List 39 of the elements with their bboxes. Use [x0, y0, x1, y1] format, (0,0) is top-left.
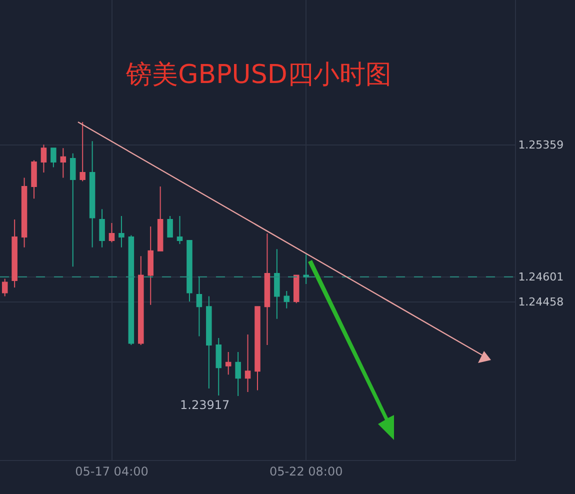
candlestick: [196, 276, 202, 337]
candlestick: [80, 121, 86, 182]
candlestick: [12, 219, 18, 288]
candlestick: [303, 254, 309, 285]
candlestick: [284, 290, 290, 309]
candlestick: [157, 186, 164, 252]
x-tick-label: 05-17 04:00: [75, 464, 148, 478]
text: 镑美GBPUSD四小时图: [125, 60, 392, 90]
candlestick: [216, 338, 222, 396]
candlestick: [40, 144, 47, 173]
candlestick: [70, 152, 76, 268]
candlestick: [206, 296, 212, 390]
candlestick: [225, 351, 232, 376]
candlestick: [118, 216, 124, 248]
candlestick: [2, 278, 8, 297]
candlestick: [60, 148, 66, 178]
candlestick: [138, 256, 144, 346]
candlestick: [21, 177, 28, 248]
candlestick: [167, 216, 173, 238]
candlestick: [264, 232, 270, 346]
candlestick: [244, 334, 251, 393]
candlestick: [108, 222, 115, 243]
candlestick: [31, 160, 37, 200]
y-tick-label: 1.24458: [518, 296, 564, 309]
candlestick: [235, 351, 241, 397]
candlestick: [176, 216, 183, 244]
candlestick: [254, 306, 260, 391]
x-tick-label: 05-22 08:00: [269, 464, 343, 478]
candlestick: [186, 240, 192, 302]
candlestick: [89, 140, 96, 248]
candlestick: [128, 234, 134, 346]
candlestick: [99, 208, 105, 248]
y-tick-label: 1.25359: [518, 138, 564, 152]
candlestick: [148, 226, 154, 306]
candlestick: [274, 248, 280, 320]
annotation: 1.23917: [180, 398, 230, 412]
y-tick-label: 1.24601: [518, 270, 564, 284]
candlestick: [50, 148, 56, 168]
candlestick: [293, 274, 300, 304]
